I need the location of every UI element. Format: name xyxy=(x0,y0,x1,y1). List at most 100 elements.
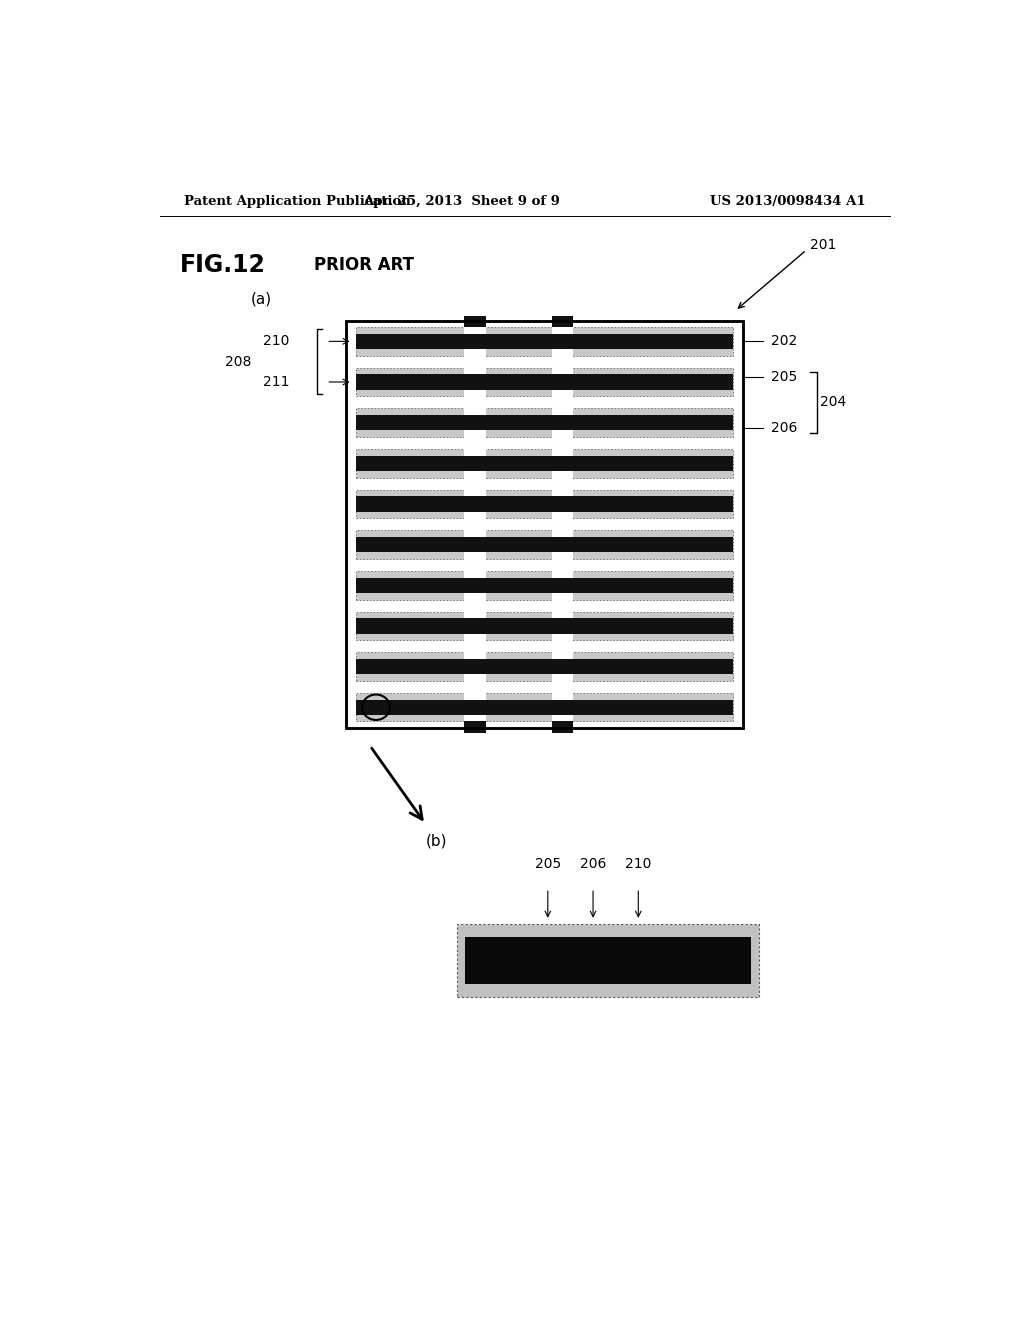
Bar xyxy=(464,640,486,652)
Text: 208: 208 xyxy=(224,355,251,368)
Bar xyxy=(464,327,486,334)
Bar xyxy=(552,537,573,552)
Bar xyxy=(464,368,486,375)
Bar xyxy=(464,552,486,558)
Text: US 2013/0098434 A1: US 2013/0098434 A1 xyxy=(711,194,866,207)
Bar xyxy=(464,430,486,437)
Bar xyxy=(552,396,573,408)
Bar xyxy=(464,396,486,408)
Bar xyxy=(552,531,573,537)
Bar xyxy=(356,531,733,558)
Bar xyxy=(356,368,733,396)
Bar xyxy=(552,634,573,640)
Bar xyxy=(464,408,486,414)
Text: (a): (a) xyxy=(251,292,272,306)
Text: 210: 210 xyxy=(625,857,651,871)
Text: 210: 210 xyxy=(263,334,290,348)
Bar xyxy=(356,334,733,348)
Bar xyxy=(552,496,573,512)
Bar xyxy=(552,478,573,490)
Bar xyxy=(464,652,486,659)
Bar xyxy=(552,693,573,700)
Text: 205: 205 xyxy=(535,857,561,871)
Bar xyxy=(464,478,486,490)
Bar xyxy=(464,315,486,733)
Bar xyxy=(458,924,759,997)
Bar xyxy=(552,334,573,348)
Bar xyxy=(552,348,573,355)
Bar xyxy=(464,512,486,519)
Bar xyxy=(552,715,573,722)
Bar xyxy=(552,455,573,471)
Bar xyxy=(356,455,733,471)
Text: (b): (b) xyxy=(426,834,447,849)
Bar xyxy=(464,681,486,693)
Bar xyxy=(356,408,733,437)
Bar xyxy=(356,414,733,430)
Bar xyxy=(356,578,733,593)
Bar xyxy=(552,700,573,715)
Bar xyxy=(464,700,486,715)
Text: 211: 211 xyxy=(263,375,290,389)
Bar xyxy=(552,490,573,496)
Bar xyxy=(464,437,486,449)
Bar xyxy=(552,640,573,652)
Bar xyxy=(356,618,733,634)
Bar xyxy=(552,578,573,593)
Bar xyxy=(552,471,573,478)
Bar xyxy=(356,652,733,681)
Bar xyxy=(464,618,486,634)
Bar xyxy=(464,558,486,572)
Bar xyxy=(552,652,573,659)
Bar xyxy=(552,414,573,430)
Bar xyxy=(552,519,573,531)
Text: 206: 206 xyxy=(580,857,606,871)
Bar xyxy=(552,659,573,675)
Bar xyxy=(346,321,743,727)
Bar xyxy=(464,572,486,578)
Bar xyxy=(552,611,573,618)
Text: Apr. 25, 2013  Sheet 9 of 9: Apr. 25, 2013 Sheet 9 of 9 xyxy=(362,194,560,207)
Bar xyxy=(552,430,573,437)
Bar xyxy=(552,389,573,396)
Bar xyxy=(464,578,486,593)
Bar xyxy=(552,675,573,681)
Bar xyxy=(552,512,573,519)
Bar xyxy=(552,408,573,414)
Bar xyxy=(356,496,733,512)
Bar xyxy=(464,355,486,368)
Bar xyxy=(356,693,733,722)
Bar xyxy=(552,368,573,375)
Bar xyxy=(552,552,573,558)
Text: 201: 201 xyxy=(811,238,837,252)
Bar xyxy=(356,449,733,478)
Bar xyxy=(356,700,733,715)
Text: 202: 202 xyxy=(771,334,797,348)
Bar xyxy=(464,519,486,531)
Bar xyxy=(552,618,573,634)
Bar xyxy=(464,389,486,396)
Bar xyxy=(552,593,573,599)
Bar xyxy=(464,348,486,355)
Text: 205: 205 xyxy=(771,370,797,384)
Bar xyxy=(552,572,573,578)
Bar xyxy=(356,611,733,640)
Text: FIG.12: FIG.12 xyxy=(179,253,265,277)
Bar xyxy=(552,375,573,389)
Text: PRIOR ART: PRIOR ART xyxy=(314,256,415,275)
Bar xyxy=(464,455,486,471)
Bar xyxy=(464,414,486,430)
Text: Patent Application Publication: Patent Application Publication xyxy=(183,194,411,207)
Bar xyxy=(464,449,486,455)
Bar xyxy=(464,531,486,537)
Bar xyxy=(552,315,573,733)
Bar xyxy=(464,593,486,599)
Bar xyxy=(356,537,733,552)
Bar xyxy=(356,490,733,519)
Bar xyxy=(552,681,573,693)
Bar xyxy=(464,334,486,348)
Bar xyxy=(464,693,486,700)
Bar xyxy=(464,537,486,552)
Bar xyxy=(552,599,573,611)
Bar xyxy=(552,355,573,368)
